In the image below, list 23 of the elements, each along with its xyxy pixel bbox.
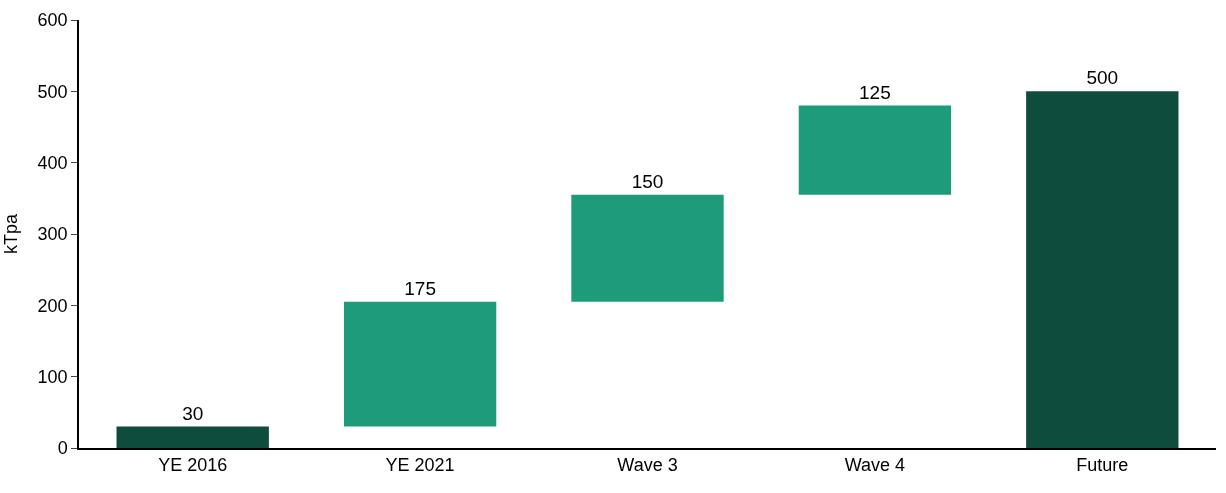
data-label: 125 bbox=[859, 81, 891, 103]
data-label: 30 bbox=[182, 402, 204, 424]
y-axis-title: kTpa bbox=[1, 213, 22, 255]
y-tick-label: 400 bbox=[37, 152, 68, 173]
x-tick-label: YE 2016 bbox=[158, 455, 228, 476]
x-tick-label: Future bbox=[1076, 455, 1129, 476]
y-tick-label: 300 bbox=[37, 224, 68, 245]
bar bbox=[343, 301, 497, 427]
y-tick-label: 500 bbox=[37, 81, 68, 102]
data-label: 500 bbox=[1086, 67, 1119, 89]
bar bbox=[116, 426, 269, 448]
x-tick-label: Wave 4 bbox=[844, 455, 906, 476]
bar bbox=[798, 105, 952, 195]
y-tick-label: 100 bbox=[37, 366, 68, 387]
bar bbox=[1026, 91, 1179, 448]
bar bbox=[571, 194, 724, 302]
x-tick-label: YE 2021 bbox=[385, 455, 455, 476]
y-tick-label: 200 bbox=[37, 295, 68, 316]
data-label: 150 bbox=[631, 170, 664, 192]
y-tick-label: 600 bbox=[37, 10, 68, 31]
data-label: 175 bbox=[404, 277, 436, 299]
y-tick-label: 0 bbox=[57, 438, 68, 459]
x-tick-label: Wave 3 bbox=[617, 455, 678, 476]
